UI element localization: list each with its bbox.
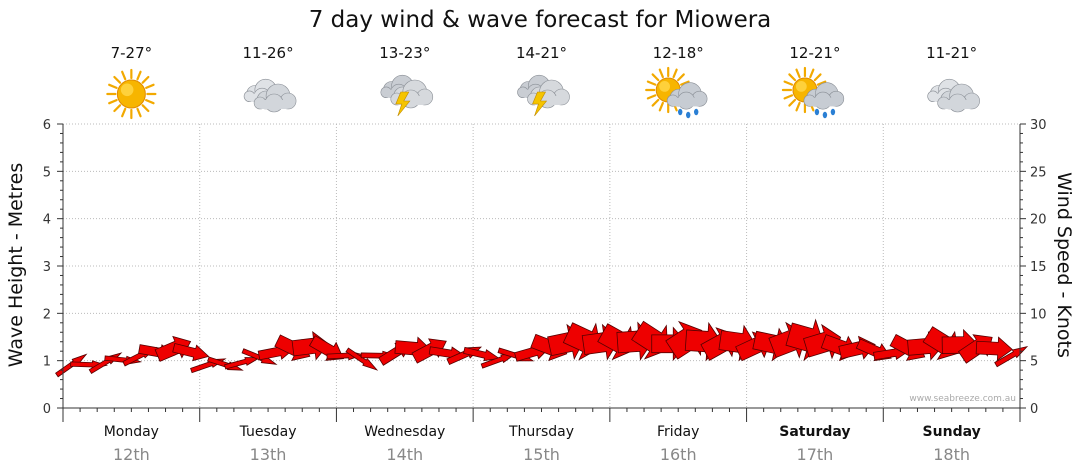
wave-arrow bbox=[345, 347, 379, 371]
wave-arrow bbox=[172, 342, 210, 362]
storm-icon bbox=[380, 74, 434, 117]
wave-arrow bbox=[463, 346, 501, 362]
day-temperature: 12-18° bbox=[653, 44, 704, 62]
wave-arrow-shape bbox=[994, 345, 1029, 368]
right-tick-label: 15 bbox=[1030, 260, 1047, 275]
cloudy-icon bbox=[927, 78, 980, 113]
left-tick-label: 3 bbox=[43, 260, 51, 275]
chart-axes: 0 1 2 3 4 5 6 0 5 10 15 20 25 30 bbox=[43, 118, 1047, 422]
day-date: 17th bbox=[797, 445, 834, 464]
wave-arrow-shape bbox=[345, 347, 379, 371]
right-axis-label: Wind Speed - Knots bbox=[1053, 172, 1075, 358]
sunny-icon bbox=[106, 68, 157, 120]
cloud-shape bbox=[253, 83, 297, 113]
day-name: Sunday bbox=[923, 424, 981, 440]
left-tick-label: 0 bbox=[43, 402, 51, 417]
right-tick-label: 5 bbox=[1030, 355, 1038, 370]
site-credit: www.seabreeze.com.au bbox=[909, 394, 1016, 404]
day-name: Tuesday bbox=[239, 424, 297, 440]
day-name: Thursday bbox=[508, 424, 574, 440]
rain-drop bbox=[830, 108, 836, 116]
wave-arrow bbox=[994, 345, 1029, 368]
lightning-bolt bbox=[395, 91, 411, 117]
rain-drop bbox=[694, 108, 699, 116]
chart-title: 7 day wind & wave forecast for Miowera bbox=[309, 7, 772, 33]
wave-arrow-shape bbox=[172, 342, 210, 362]
day-name: Saturday bbox=[779, 424, 850, 440]
rain-drop bbox=[814, 108, 820, 116]
day-temperature: 12-21° bbox=[789, 44, 840, 62]
day-headers: 7-27° Monday 12th 11-26° Tuesday 13th 13-23° We… bbox=[104, 44, 981, 464]
day-date: 14th bbox=[386, 445, 423, 464]
lightning-bolt bbox=[532, 91, 548, 117]
left-axis-label: Wave Height - Metres bbox=[5, 163, 27, 367]
rain-drop bbox=[686, 111, 691, 119]
wave-arrow-shape bbox=[975, 336, 1013, 361]
right-tick-label: 20 bbox=[1030, 213, 1047, 228]
day-date: 16th bbox=[660, 445, 697, 464]
left-tick-label: 6 bbox=[43, 118, 51, 133]
storm-icon bbox=[517, 74, 570, 117]
wave-arrow bbox=[975, 336, 1013, 361]
day-date: 13th bbox=[250, 445, 287, 464]
rain-drop bbox=[678, 108, 683, 116]
right-tick-label: 0 bbox=[1030, 402, 1038, 417]
day-temperature: 11-26° bbox=[243, 44, 294, 62]
left-tick-label: 1 bbox=[43, 355, 51, 370]
cloudy-icon bbox=[243, 78, 297, 113]
wave-arrow-shape bbox=[224, 357, 262, 370]
cloud-shape bbox=[803, 82, 845, 110]
day-date: 12th bbox=[113, 445, 150, 464]
cloud-shape bbox=[937, 83, 980, 113]
left-tick-label: 5 bbox=[43, 165, 51, 180]
right-tick-label: 30 bbox=[1030, 118, 1047, 133]
day-name: Friday bbox=[657, 424, 699, 440]
left-tick-label: 4 bbox=[43, 213, 51, 228]
day-temperature: 7-27° bbox=[111, 44, 153, 62]
day-name: Wednesday bbox=[364, 424, 445, 440]
day-temperature: 11-21° bbox=[926, 44, 977, 62]
wave-arrow bbox=[224, 357, 262, 370]
day-temperature: 14-21° bbox=[516, 44, 567, 62]
day-date: 15th bbox=[523, 445, 560, 464]
right-tick-label: 25 bbox=[1030, 165, 1047, 180]
wave-arrows bbox=[55, 318, 1029, 378]
day-temperature: 13-23° bbox=[379, 44, 430, 62]
right-tick-label: 10 bbox=[1030, 307, 1047, 322]
day-date: 18th bbox=[933, 445, 970, 464]
sun-showers-icon bbox=[781, 66, 845, 119]
wave-arrow bbox=[480, 353, 518, 369]
sun-shape bbox=[106, 68, 157, 120]
wave-arrow-shape bbox=[480, 353, 518, 369]
rain-drop bbox=[822, 111, 828, 119]
sun-showers-icon bbox=[645, 66, 708, 119]
cloud-shape bbox=[666, 82, 708, 110]
wave-arrow-shape bbox=[463, 346, 501, 362]
day-name: Monday bbox=[104, 424, 159, 440]
left-tick-label: 2 bbox=[43, 307, 51, 322]
